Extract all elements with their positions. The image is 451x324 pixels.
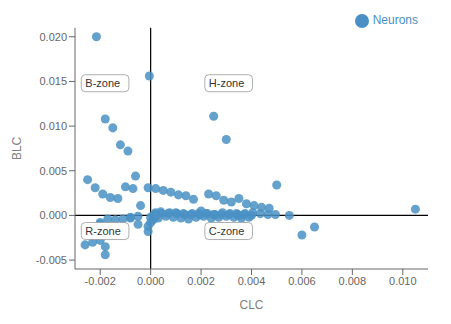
svg-text:BLC: BLC — [10, 136, 24, 160]
svg-text:CLC: CLC — [239, 298, 263, 312]
svg-text:0.000: 0.000 — [137, 275, 165, 287]
svg-text:H-zone: H-zone — [209, 77, 244, 89]
svg-text:0.008: 0.008 — [339, 275, 367, 287]
html-text:Neurons: Neurons — [372, 13, 418, 27]
svg-text:C-zone: C-zone — [209, 225, 244, 237]
svg-text:0.010: 0.010 — [39, 120, 67, 132]
svg-text:0.010: 0.010 — [389, 275, 417, 287]
svg-text:0.002: 0.002 — [187, 275, 215, 287]
svg-text:B-zone: B-zone — [85, 77, 120, 89]
svg-text:0.015: 0.015 — [39, 75, 67, 87]
svg-text:R-zone: R-zone — [85, 225, 120, 237]
svg-text:0.004: 0.004 — [238, 275, 266, 287]
svg-text:0.006: 0.006 — [288, 275, 316, 287]
svg-text:-0.005: -0.005 — [36, 254, 67, 266]
svg-text:0.020: 0.020 — [39, 31, 67, 43]
svg-text:0.005: 0.005 — [39, 165, 67, 177]
svg-text:-0.002: -0.002 — [85, 275, 116, 287]
svg-text:0.000: 0.000 — [39, 209, 67, 221]
